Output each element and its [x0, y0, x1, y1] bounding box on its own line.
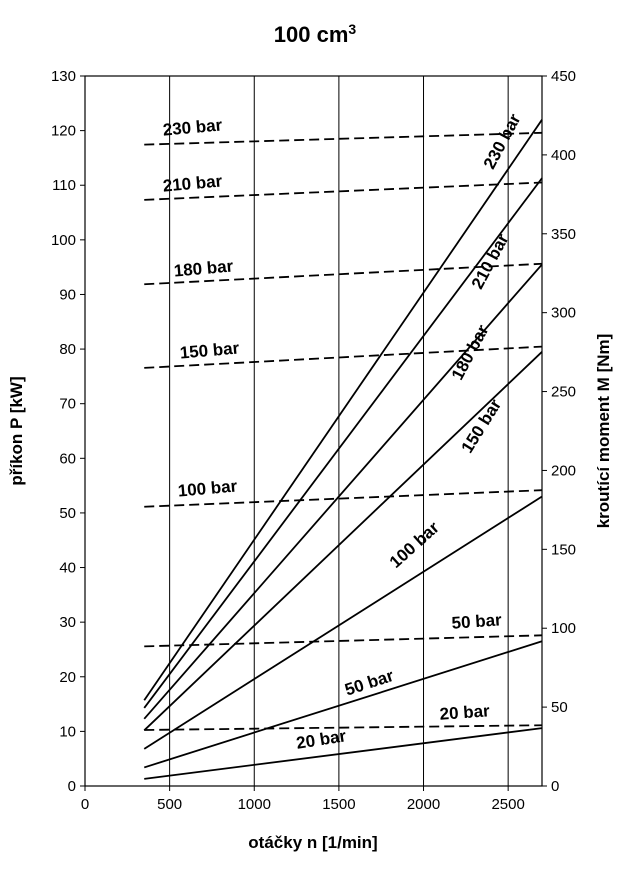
y-tick-label: 100	[51, 232, 76, 249]
y-tick-label: 120	[51, 123, 76, 140]
y2-tick-label: 200	[551, 462, 576, 479]
torque-label-210-bar: 210 bar	[162, 171, 223, 195]
torque-label-230-bar: 230 bar	[162, 115, 223, 139]
y-tick-label: 30	[59, 614, 76, 631]
y2-tick-label: 50	[551, 699, 568, 716]
power-label-20-bar: 20 bar	[295, 726, 348, 753]
power-line-50-bar	[143, 640, 543, 769]
x-tick-label: 1500	[322, 796, 355, 813]
x-tick-label: 0	[81, 796, 89, 813]
y2-tick-label: 250	[551, 384, 576, 401]
y-tick-label: 20	[59, 669, 76, 686]
plot-area-frame	[84, 75, 543, 787]
power-label-230-bar: 230 bar	[480, 110, 525, 172]
chart-title-text: 100 cm	[274, 22, 349, 47]
power-line-100-bar	[143, 495, 543, 750]
y-tick-label: 60	[59, 450, 76, 467]
power-line-150-bar	[143, 351, 543, 731]
y-tick-label: 130	[51, 68, 76, 85]
torque-line-50-bar	[144, 634, 543, 648]
x-tick-label: 1000	[238, 796, 271, 813]
y-tick-label: 90	[59, 286, 76, 303]
y2-axis-label: kroutící moment M [Nm]	[594, 334, 613, 529]
torque-label-20-bar: 20 bar	[439, 701, 491, 723]
y2-tick-label: 0	[551, 778, 559, 795]
y2-tick-label: 450	[551, 68, 576, 85]
power-label-180-bar: 180 bar	[448, 321, 493, 383]
torque-line-210-bar	[144, 181, 543, 201]
y2-tick-label: 400	[551, 147, 576, 164]
chart-title: 100 cm3	[274, 21, 357, 47]
torque-label-150-bar: 150 bar	[179, 338, 240, 362]
y2-tick-label: 100	[551, 620, 576, 637]
y-tick-label: 40	[59, 560, 76, 577]
y-tick-label: 10	[59, 723, 76, 740]
x-tick-label: 2500	[491, 796, 524, 813]
torque-line-20-bar	[144, 724, 543, 731]
y2-tick-label: 150	[551, 541, 576, 558]
torque-label-50-bar: 50 bar	[451, 610, 503, 632]
chart-title-superscript: 3	[348, 21, 356, 37]
power-label-50-bar: 50 bar	[343, 666, 397, 700]
power-line-230-bar	[143, 119, 543, 701]
series	[143, 119, 543, 780]
torque-label-100-bar: 100 bar	[177, 476, 238, 500]
x-tick-label: 500	[157, 796, 182, 813]
y-axis-label: příkon P [kW]	[7, 376, 26, 485]
torque-line-230-bar	[144, 131, 543, 146]
y2-tick-label: 350	[551, 226, 576, 243]
series-labels: 230 bar 210 bar 180 bar 150 bar 100 bar 50 ba…	[162, 110, 525, 753]
torque-line-180-bar	[144, 262, 543, 286]
y-tick-label: 0	[68, 778, 76, 795]
x-tick-label: 2000	[407, 796, 440, 813]
torque-line-150-bar	[144, 345, 543, 369]
torque-line-100-bar	[144, 489, 543, 508]
ticks: 0 500 1000 1500 2000 250001020304050607080901…	[51, 68, 576, 813]
power-label-210-bar: 210 bar	[468, 230, 513, 292]
y-tick-label: 80	[59, 341, 76, 358]
power-line-180-bar	[143, 263, 543, 720]
x-axis-label: otáčky n [1/min]	[248, 833, 377, 852]
power-line-20-bar	[144, 727, 543, 780]
torque-label-180-bar: 180 bar	[173, 256, 234, 280]
y-tick-label: 110	[52, 177, 76, 194]
y-tick-label: 50	[59, 505, 76, 522]
y-tick-label: 70	[59, 396, 76, 413]
y2-tick-label: 300	[551, 305, 576, 322]
